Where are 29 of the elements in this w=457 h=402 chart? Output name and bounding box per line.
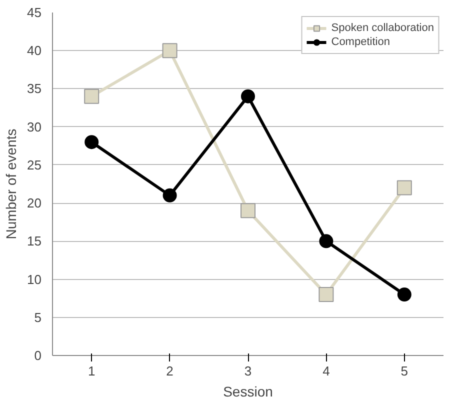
y-tick-label: 10 (27, 272, 42, 287)
x-tick-label: 2 (166, 364, 174, 378)
x-tick-label: 3 (244, 364, 252, 378)
legend-label: Spoken collaboration (331, 21, 434, 35)
y-tick-label: 45 (27, 5, 42, 20)
x-tick-label: 4 (322, 364, 330, 378)
y-tick-label: 20 (27, 196, 42, 211)
y-tick-label: 30 (27, 119, 42, 134)
y-axis-title: Number of events (3, 128, 20, 240)
y-tick-label: 5 (34, 310, 42, 325)
x-tick-label: 1 (88, 364, 96, 378)
point (396, 180, 412, 196)
y-tick-label: 0 (34, 348, 42, 363)
y-tick-label: 35 (27, 81, 42, 96)
x-axis-title: Session (223, 384, 273, 400)
y-tick-label: 25 (27, 157, 42, 172)
point (240, 203, 256, 218)
point (319, 234, 334, 248)
point (241, 89, 255, 104)
point (397, 288, 412, 302)
y-tick-label: 15 (27, 234, 42, 249)
point (162, 188, 177, 202)
x-tick-label: 5 (400, 364, 408, 378)
point (162, 43, 178, 58)
point (84, 135, 99, 150)
legend-label: Competition (331, 35, 390, 49)
point (318, 287, 334, 302)
y-tick-label: 40 (27, 43, 42, 58)
point (84, 88, 100, 104)
